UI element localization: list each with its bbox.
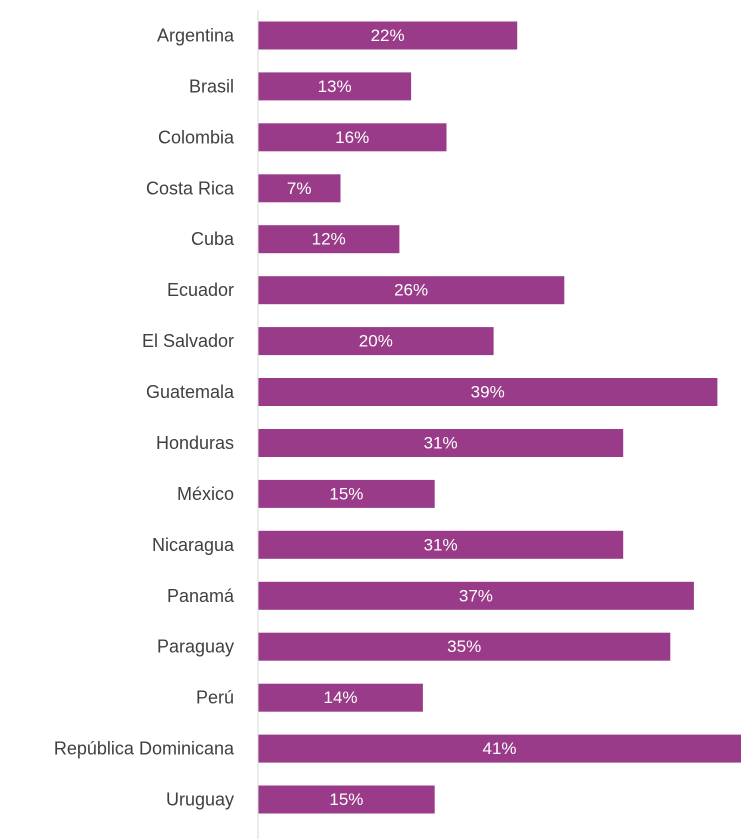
data-label: 22%: [371, 26, 405, 45]
bar: [258, 479, 435, 508]
category-label: Argentina: [157, 25, 235, 45]
category-labels-group: Argentina Brasil Colombia Costa Rica Cuba Ecu…: [54, 25, 235, 809]
bar: [258, 225, 400, 254]
bar: [258, 72, 412, 101]
category-label: Brasil: [189, 76, 234, 96]
category-label: Paraguay: [157, 637, 234, 657]
data-label: 37%: [459, 586, 493, 605]
data-label: 26%: [394, 281, 428, 300]
data-label: 20%: [359, 332, 393, 351]
category-label: México: [177, 484, 234, 504]
data-label: 13%: [318, 77, 352, 96]
category-label: Panamá: [167, 586, 235, 606]
data-label: 31%: [424, 535, 458, 554]
data-label: 41%: [482, 739, 516, 758]
data-label: 39%: [471, 383, 505, 402]
bar: [258, 429, 624, 457]
bars-group: [258, 21, 741, 814]
data-label: 35%: [447, 637, 481, 656]
category-label: Cuba: [191, 229, 235, 249]
category-label: Costa Rica: [146, 178, 235, 198]
category-label: Honduras: [156, 433, 234, 453]
data-label: 12%: [312, 230, 346, 249]
category-label: Colombia: [158, 127, 235, 147]
data-label: 15%: [329, 484, 363, 503]
data-labels-group: 22% 13% 16% 7% 12% 26% 20% 39% 31% 15% 31% 37% 35% 14…: [287, 26, 517, 809]
category-label: Perú: [196, 688, 234, 708]
category-label: Nicaragua: [152, 535, 235, 555]
bar: [258, 785, 435, 814]
data-label: 16%: [335, 128, 369, 147]
bar: [258, 378, 718, 406]
bar: [258, 276, 565, 305]
category-label: Uruguay: [166, 790, 234, 810]
category-label: República Dominicana: [54, 739, 235, 759]
data-label: 14%: [323, 688, 357, 707]
data-label: 31%: [424, 433, 458, 452]
bar: [258, 123, 447, 152]
category-label: Guatemala: [146, 382, 235, 402]
data-label: 7%: [287, 179, 312, 198]
bar: [258, 530, 624, 559]
bar: [258, 632, 671, 661]
category-label: El Salvador: [142, 331, 234, 351]
bar: [258, 174, 341, 203]
category-label: Ecuador: [167, 280, 234, 300]
bar: [258, 21, 518, 50]
bar: [258, 683, 423, 712]
bar: [258, 327, 494, 356]
bar: [258, 581, 694, 610]
data-label: 15%: [329, 790, 363, 809]
bar: [258, 734, 741, 763]
